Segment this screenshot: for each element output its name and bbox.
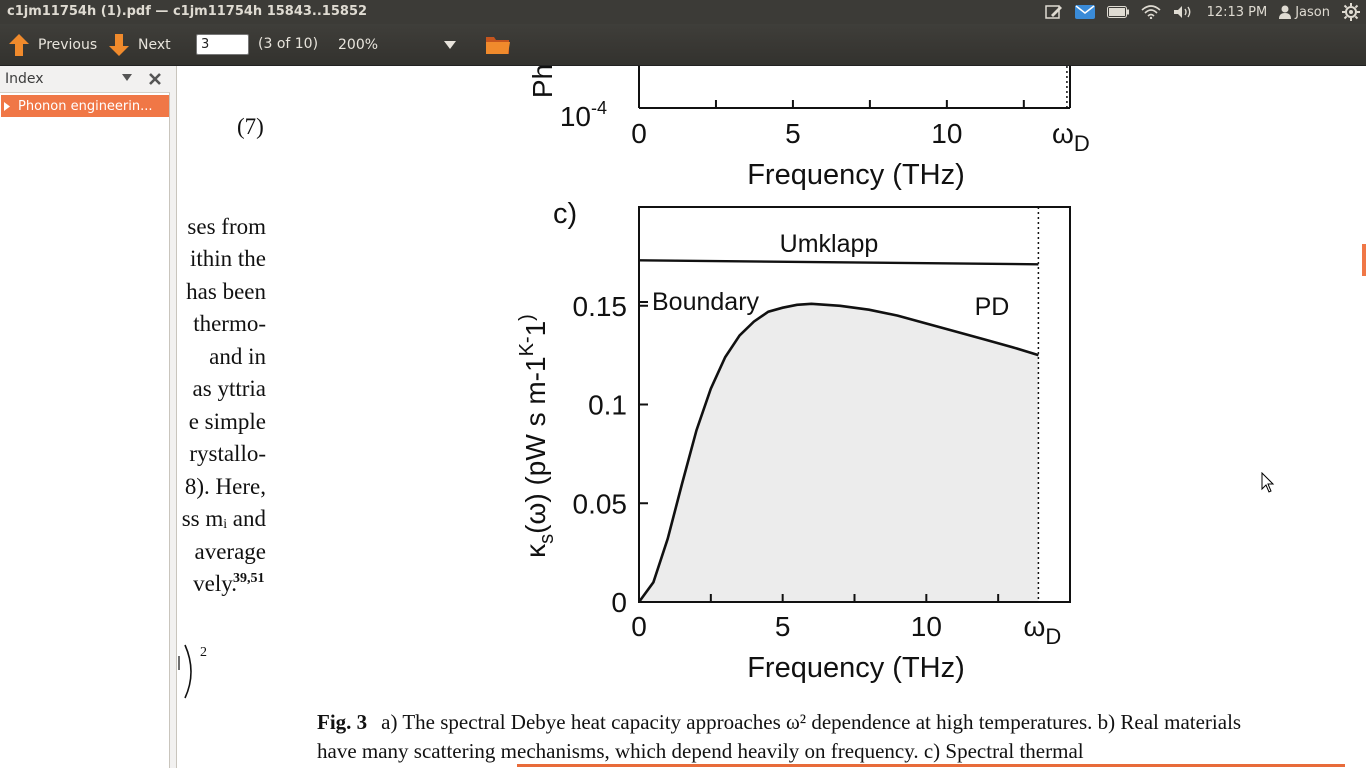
edit-indicator-icon[interactable]	[1044, 4, 1063, 20]
next-label: Next	[138, 37, 171, 53]
body-text-line: ses from	[187, 214, 266, 239]
caption-text: a) The spectral Debye heat capacity appr…	[317, 710, 1242, 763]
toolbar: Previous Next (3 of 10) 200%	[0, 24, 1366, 66]
body-text-line: rystallo-	[189, 441, 266, 466]
panel-c-x-tick-label: 5	[775, 611, 791, 642]
session-gear-icon[interactable]	[1342, 3, 1360, 21]
body-text-line: vely.	[193, 571, 237, 596]
sidebar: Index Phonon engineerin...	[0, 66, 170, 768]
panel-c-y-tick-label: 0	[611, 587, 627, 618]
body-text-line: ss mᵢ and	[181, 506, 266, 531]
svg-text:2: 2	[200, 645, 207, 660]
kappa-area-fill	[639, 303, 1039, 602]
figure-3: 0 5 10 ωD 10-4 Frequency (THz) Ph 0 5 10 ωD 0 0.05 0.…	[516, 66, 1090, 684]
user-icon	[1279, 5, 1292, 19]
page-number-input[interactable]	[196, 34, 249, 55]
sidebar-mode-dropdown-icon[interactable]	[122, 74, 132, 81]
body-text-line: ithin the	[189, 246, 266, 271]
citation-superscript: 39,51	[233, 571, 265, 586]
expander-arrow-icon[interactable]	[4, 101, 10, 111]
panel-b-x-axis-label: Frequency (THz)	[747, 159, 965, 191]
document-view[interactable]: (7) ses from ithin the has been thermo- …	[177, 66, 1366, 768]
panel-b-x-tick-label: 5	[785, 118, 801, 149]
top-panel: c1jm11754h (1).pdf — c1jm11754h 15843..1…	[0, 0, 1366, 24]
search-highlight	[517, 764, 1345, 767]
body-text-line: and in	[209, 344, 266, 369]
pane-splitter[interactable]	[170, 66, 177, 768]
boundary-annotation: Boundary	[652, 288, 760, 316]
panel-b-x-tick-label: 0	[631, 118, 647, 149]
panel-c-y-tick-label: 0.1	[588, 390, 627, 421]
panel-c-y-tick-label: 0.05	[573, 488, 628, 519]
panel-c-x-axis-label: Frequency (THz)	[747, 652, 965, 684]
body-text-line: e simple	[188, 409, 266, 434]
sidebar-title: Index	[5, 71, 44, 87]
zoom-value: 200%	[338, 37, 379, 53]
zoom-select[interactable]: 200%	[330, 33, 464, 57]
next-button[interactable]: Next	[108, 24, 171, 66]
panel-c-label: c)	[553, 198, 577, 230]
body-text-line: average	[194, 539, 267, 564]
page-count: (3 of 10)	[258, 36, 319, 52]
panel-c-x-tick-label: ωD	[1024, 611, 1062, 649]
body-text-line: as yttria	[192, 376, 266, 401]
body-text-line: has been	[186, 279, 266, 304]
open-folder-button[interactable]	[484, 33, 512, 57]
kappa-series-line	[637, 302, 1039, 603]
arrow-up-icon	[9, 34, 29, 56]
umklapp-annotation: Umklapp	[780, 230, 879, 258]
panel-b-y-axis-label: Ph	[527, 66, 558, 98]
panel-b-y-tick-label: 10-4	[560, 98, 607, 132]
user-name: Jason	[1295, 4, 1330, 20]
panel-c-x-tick-label: 0	[631, 611, 647, 642]
user-menu[interactable]: Jason	[1279, 5, 1330, 20]
wifi-icon[interactable]	[1141, 5, 1161, 19]
sidebar-item-index[interactable]: Phonon engineerin...	[1, 95, 169, 117]
sidebar-item-label: Phonon engineerin...	[18, 98, 153, 114]
previous-button[interactable]: Previous	[8, 24, 97, 66]
battery-icon[interactable]	[1106, 6, 1129, 18]
body-text-line: thermo-	[193, 311, 266, 336]
caption-label: Fig. 3	[317, 710, 368, 734]
chevron-down-icon	[444, 41, 456, 49]
window-title: c1jm11754h (1).pdf — c1jm11754h 15843..1…	[7, 4, 368, 19]
panel-c-x-tick-label: 10	[911, 611, 942, 642]
body-text-line: 8). Here,	[184, 474, 266, 499]
mail-icon[interactable]	[1074, 5, 1095, 19]
pd-annotation: PD	[975, 293, 1010, 321]
volume-icon[interactable]	[1173, 5, 1195, 19]
previous-label: Previous	[38, 37, 98, 53]
panel-c-y-axis-label: κs(ω) (pW s m-1K-1)	[516, 314, 558, 558]
arrow-down-icon	[109, 34, 129, 56]
clock[interactable]: 12:13 PM	[1206, 4, 1268, 20]
system-tray: 12:13 PM Jason	[1039, 0, 1366, 24]
scrollbar-indicator[interactable]	[1362, 244, 1366, 276]
umklapp-series-line	[638, 259, 1039, 266]
folder-icon	[486, 37, 510, 54]
sidebar-header: Index	[0, 66, 170, 93]
panel-b-x-tick-label: 10	[931, 118, 962, 149]
figure-caption: Fig. 3 a) The spectral Debye heat capacit…	[317, 708, 1277, 766]
close-icon[interactable]	[148, 72, 162, 86]
mouse-cursor-icon	[1261, 472, 1275, 493]
panel-c-y-tick-label: 0.15	[573, 291, 628, 322]
equation-fragment: 2	[178, 644, 207, 699]
equation-number: (7)	[237, 114, 264, 139]
panel-b-x-tick-label: ωD	[1052, 118, 1090, 156]
